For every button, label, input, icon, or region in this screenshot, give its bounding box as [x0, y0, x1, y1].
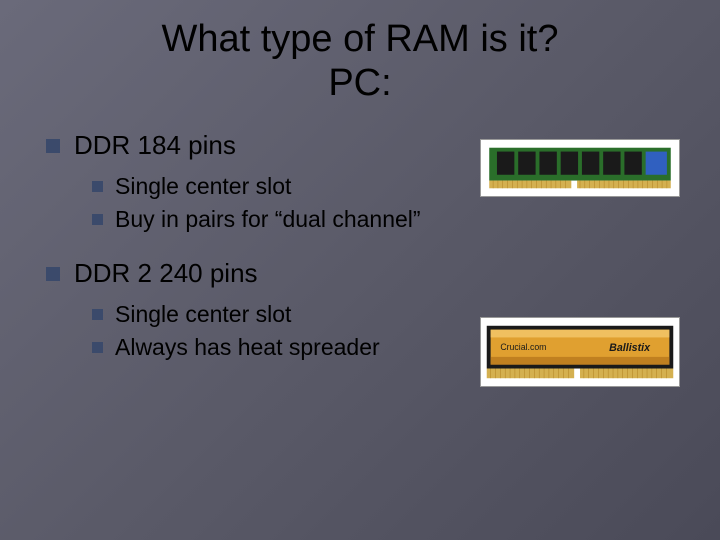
bullet-lvl2: Single center slot [92, 171, 470, 202]
bullet-lvl2: Single center slot [92, 299, 470, 330]
square-bullet-icon [92, 181, 103, 192]
square-bullet-icon [92, 309, 103, 320]
image-column: Crucial.com Ballistix [470, 129, 680, 387]
ddr2-ram-image: Crucial.com Ballistix [480, 317, 680, 387]
ballistix-logo: Ballistix [609, 342, 651, 354]
square-bullet-icon [46, 267, 60, 281]
square-bullet-icon [92, 214, 103, 225]
title-line-2: PC: [328, 62, 391, 104]
bullet-lvl2: Always has heat spreader [92, 332, 470, 363]
crucial-label: Crucial.com [500, 342, 546, 352]
text-column: DDR 184 pins Single center slot Buy in p… [40, 129, 470, 387]
slide-title: What type of RAM is it? PC: [40, 18, 680, 105]
bullet-lvl2: Buy in pairs for “dual channel” [92, 204, 470, 235]
lvl2-text: Buy in pairs for “dual channel” [115, 204, 421, 235]
bullet-lvl1: DDR 2 240 pins [46, 257, 470, 291]
square-bullet-icon [92, 342, 103, 353]
square-bullet-icon [46, 139, 60, 153]
bullet-lvl1: DDR 184 pins [46, 129, 470, 163]
sub-list: Single center slot Buy in pairs for “dua… [92, 171, 470, 235]
lvl1-text: DDR 2 240 pins [74, 257, 258, 291]
content-area: DDR 184 pins Single center slot Buy in p… [40, 129, 680, 387]
lvl2-text: Single center slot [115, 171, 291, 202]
sub-list: Single center slot Always has heat sprea… [92, 299, 470, 363]
lvl2-text: Single center slot [115, 299, 291, 330]
slide: What type of RAM is it? PC: DDR 184 pins… [0, 0, 720, 540]
ddr-ram-image [480, 139, 680, 197]
title-line-1: What type of RAM is it? [161, 18, 558, 60]
lvl1-text: DDR 184 pins [74, 129, 236, 163]
lvl2-text: Always has heat spreader [115, 332, 380, 363]
